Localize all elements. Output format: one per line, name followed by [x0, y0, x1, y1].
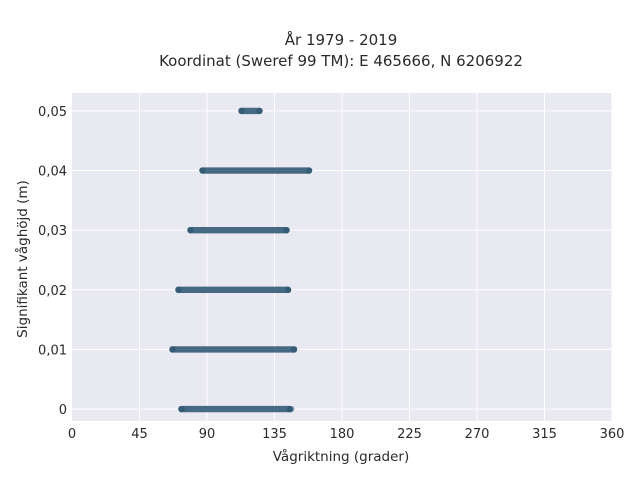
chart-title-line2: Koordinat (Sweref 99 TM): E 465666, N 62… — [159, 52, 523, 70]
data-points — [169, 107, 313, 413]
x-tick-label: 90 — [199, 427, 216, 442]
y-tick-label: 0,02 — [38, 284, 67, 299]
band-min-point — [178, 405, 185, 413]
band-min-point — [238, 107, 245, 115]
band-max-point — [305, 167, 313, 174]
y-tick-label: 0,01 — [38, 343, 67, 358]
point-band — [169, 346, 298, 353]
y-tick-label: 0 — [59, 403, 67, 418]
point-band — [187, 226, 290, 234]
band-max-point — [283, 226, 290, 234]
band-outlier-point — [287, 405, 295, 413]
y-tick-labels: 0 0,01 0,02 0,03 0,04 0,05 — [38, 105, 67, 418]
grid-lines — [72, 93, 613, 421]
band-max-point — [284, 286, 292, 293]
y-tick-label: 0,04 — [38, 165, 67, 180]
x-tick-label: 270 — [465, 427, 490, 442]
x-axis-label: Vågriktning (grader) — [273, 448, 410, 465]
x-tick-label: 360 — [600, 427, 625, 442]
point-band — [175, 286, 292, 293]
y-tick-label: 0,03 — [38, 224, 67, 239]
band-max-point — [256, 107, 263, 115]
band-min-point — [199, 167, 206, 174]
point-band — [199, 167, 313, 174]
band-min-point — [175, 286, 182, 293]
x-tick-label: 135 — [262, 427, 287, 442]
chart-title-line1: År 1979 - 2019 — [285, 30, 398, 49]
band-min-point — [169, 346, 176, 353]
band-min-point — [187, 226, 194, 234]
point-band — [178, 405, 295, 413]
x-tick-label: 0 — [68, 427, 76, 442]
x-tick-label: 315 — [532, 427, 557, 442]
point-band — [238, 107, 263, 115]
y-axis-label: Signifikant våghöjd (m) — [14, 180, 31, 338]
x-tick-label: 45 — [131, 427, 148, 442]
x-tick-label: 180 — [330, 427, 355, 442]
x-tick-label: 225 — [397, 427, 422, 442]
band-max-point — [290, 346, 298, 353]
x-tick-labels: 0 45 90 135 180 225 270 315 360 — [68, 427, 625, 442]
y-tick-label: 0,05 — [38, 105, 67, 120]
